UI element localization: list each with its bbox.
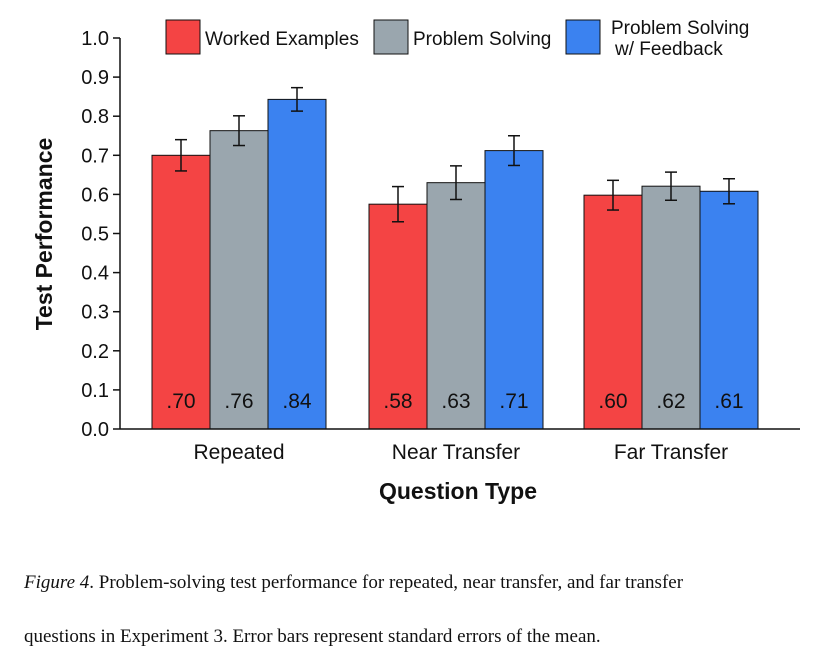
bar xyxy=(209,130,269,430)
legend-swatch xyxy=(565,19,601,55)
y-tick-label: 0.1 xyxy=(81,380,109,402)
bar xyxy=(151,154,211,430)
y-tick-label: 0.5 xyxy=(81,224,109,246)
bar-chart: .70 .76 .84 .58 .63 .71 .60 .62 .61 Repeated Near… xyxy=(31,18,800,504)
data-label: .76 xyxy=(224,390,253,413)
figure-caption: Figure 4. Problem-solving test performan… xyxy=(24,556,804,664)
x-axis-title: Question Type xyxy=(379,478,537,504)
x-tick-label: Repeated xyxy=(193,441,284,464)
caption-text-line-1: . Problem-solving test performance for r… xyxy=(89,572,684,593)
legend-swatch xyxy=(165,19,201,55)
y-tick-label: 0.6 xyxy=(81,184,109,206)
caption-figure-label: Figure 4 xyxy=(24,572,90,593)
legend-label: Problem Solving xyxy=(611,18,749,39)
bar xyxy=(484,150,544,430)
data-label: .61 xyxy=(714,390,743,413)
bar xyxy=(426,182,486,430)
y-tick-label: 1.0 xyxy=(81,28,109,50)
bar xyxy=(368,203,428,430)
y-tick-label: 0.3 xyxy=(81,302,109,324)
value-labels-layer: .70 .76 .84 .58 .63 .71 .60 .62 .61 xyxy=(166,390,743,413)
caption-text-line-2: questions in Experiment 3. Error bars re… xyxy=(24,626,601,647)
caption-line-1: Figure 4. Problem-solving test performan… xyxy=(24,556,804,610)
legend: Worked Examples Problem Solving Problem So… xyxy=(165,18,749,60)
data-label: .58 xyxy=(383,390,412,413)
y-tick-label: 0.7 xyxy=(81,145,109,167)
bar xyxy=(641,185,701,430)
y-axis-title: Test Performance xyxy=(31,138,57,331)
error-bars-layer xyxy=(175,86,735,223)
y-tick-label: 0.0 xyxy=(81,419,109,441)
y-tick-label: 0.2 xyxy=(81,341,109,363)
data-label: .60 xyxy=(598,390,627,413)
y-tick-label: 0.8 xyxy=(81,106,109,128)
bar xyxy=(267,98,327,430)
legend-label: Worked Examples xyxy=(205,29,359,50)
x-tick-label: Near Transfer xyxy=(392,441,520,464)
data-label: .63 xyxy=(441,390,470,413)
data-label: .62 xyxy=(656,390,685,413)
x-tick-label: Far Transfer xyxy=(614,441,728,464)
legend-label: w/ Feedback xyxy=(614,39,723,60)
bars-layer xyxy=(151,98,759,430)
legend-label: Problem Solving xyxy=(413,29,551,50)
y-tick-label: 0.4 xyxy=(81,263,109,285)
data-label: .70 xyxy=(166,390,195,413)
y-tick-label: 0.9 xyxy=(81,67,109,89)
axes-layer: Repeated Near Transfer Far Transfer 0.0 0.1 0… xyxy=(31,28,800,504)
data-label: .84 xyxy=(282,390,312,413)
bar xyxy=(699,190,759,430)
legend-swatch xyxy=(373,19,409,55)
data-label: .71 xyxy=(499,390,528,413)
